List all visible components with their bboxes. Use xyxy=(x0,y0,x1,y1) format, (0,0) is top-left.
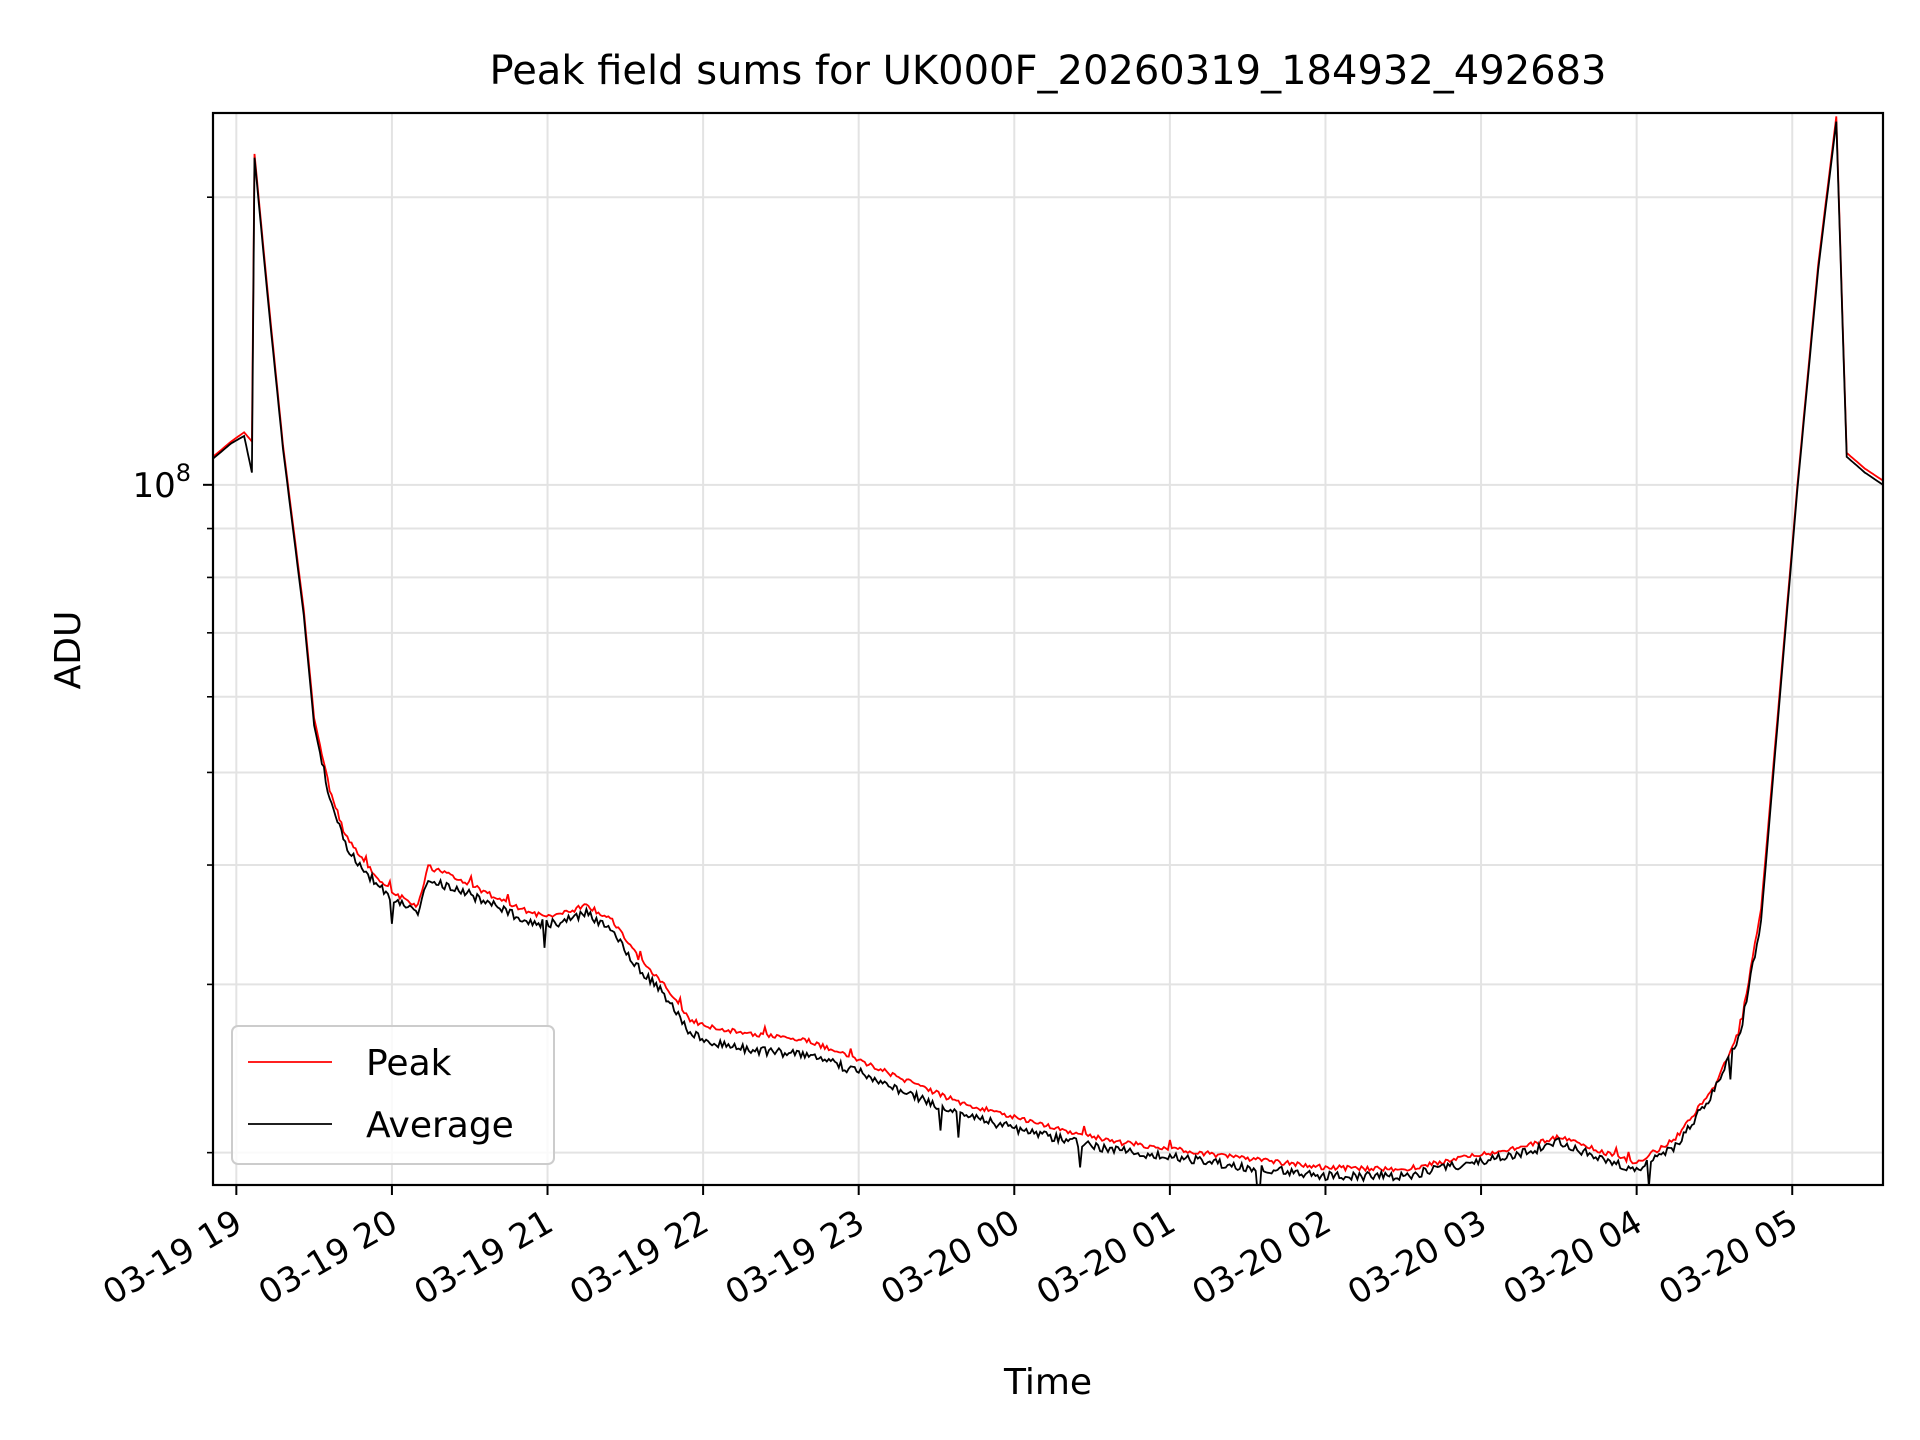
plot-area xyxy=(213,116,1883,1185)
y-axis-label: ADU xyxy=(48,611,89,690)
plot-frame xyxy=(211,111,1885,1187)
x-axis-label: Time xyxy=(1003,1362,1092,1403)
series-line-peak xyxy=(213,116,1883,1173)
y-tick-label: 108 xyxy=(132,459,191,506)
legend-label-peak: Peak xyxy=(366,1043,452,1084)
series-line-average xyxy=(213,121,1883,1185)
legend-box xyxy=(231,1025,555,1165)
legend: Peak Average xyxy=(231,1025,555,1165)
y-axis: 108 xyxy=(132,196,213,1154)
legend-label-average: Average xyxy=(366,1105,514,1146)
grid-lines xyxy=(213,113,1883,1185)
chart-title: Peak field sums for UK000F_20260319_1849… xyxy=(490,48,1607,94)
